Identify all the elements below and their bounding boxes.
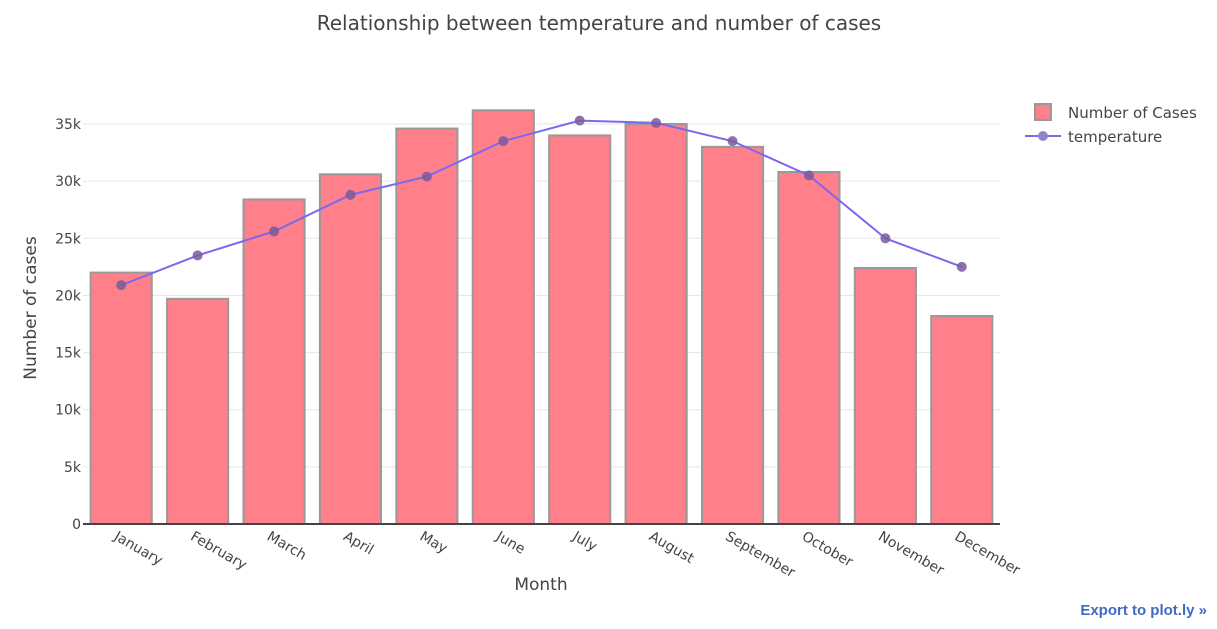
y-tick-label: 35k [55,117,82,133]
x-tick-label: May [417,529,450,557]
temperature-point-february[interactable] [192,250,203,261]
bar-july[interactable] [548,134,612,526]
x-tick-label: July [569,528,600,555]
temperature-point-june[interactable] [498,136,509,147]
x-axis-title: Month [514,575,567,595]
temperature-line-series[interactable] [116,115,967,291]
y-axis-ticks: 0 5k 10k 15k 20k 25k 30k 35k [55,117,82,533]
bar-october[interactable] [777,171,841,525]
temperature-point-october[interactable] [803,170,814,181]
bar-june[interactable] [471,109,535,526]
legend-label: temperature [1068,128,1162,146]
temperature-point-september[interactable] [727,136,738,147]
y-tick-label: 25k [55,231,82,247]
temperature-point-may[interactable] [421,171,432,182]
temperature-point-january[interactable] [116,280,127,291]
x-tick-label: January [110,528,165,569]
grid-lines [83,123,1000,468]
bar-april[interactable] [318,173,383,526]
temperature-point-april[interactable] [345,189,356,200]
x-tick-label: August [646,529,697,568]
temperature-line [120,119,963,287]
legend-item-temperature[interactable]: temperature [1025,128,1162,146]
bar-may[interactable] [395,127,459,525]
chart-title: Relationship between temperature and num… [317,11,881,35]
bar-february[interactable] [166,297,230,525]
y-tick-label: 15k [55,346,82,362]
export-to-plotly-link[interactable]: Export to plot.ly » [1080,602,1207,619]
legend-swatch-bar [1034,103,1052,121]
y-tick-label: 0 [72,517,81,533]
y-tick-label: 20k [55,288,82,304]
bar-august[interactable] [624,123,688,525]
bar-december[interactable] [930,315,994,525]
x-axis-ticks: January February March April May June July Augu… [110,528,1023,581]
bar-september[interactable] [700,145,765,525]
x-tick-label: December [952,529,1023,579]
bar-march[interactable] [242,198,306,526]
x-tick-label: March [264,529,309,564]
y-tick-label: 30k [55,174,82,190]
x-tick-label: February [188,529,250,574]
temperature-point-july[interactable] [574,115,585,126]
x-tick-label: November [875,529,946,579]
bars-number-of-cases[interactable] [89,109,994,526]
bar-november[interactable] [853,267,917,525]
temperature-point-november[interactable] [880,233,891,244]
x-tick-label: June [492,528,527,558]
y-axis-title: Number of cases [21,236,41,380]
legend-swatch-marker [1038,131,1048,141]
legend[interactable]: Number of Cases temperature [1025,103,1197,146]
y-tick-label: 5k [64,460,82,476]
x-tick-label: October [799,529,856,571]
temperature-point-december[interactable] [956,261,967,272]
x-tick-label: September [723,529,798,582]
legend-item-number-of-cases[interactable]: Number of Cases [1034,103,1197,122]
temperature-point-march[interactable] [269,226,280,237]
legend-label: Number of Cases [1068,104,1197,122]
bar-january[interactable] [89,271,153,526]
x-tick-label: April [340,529,376,559]
y-tick-label: 10k [55,403,82,419]
temperature-point-august[interactable] [651,117,662,128]
